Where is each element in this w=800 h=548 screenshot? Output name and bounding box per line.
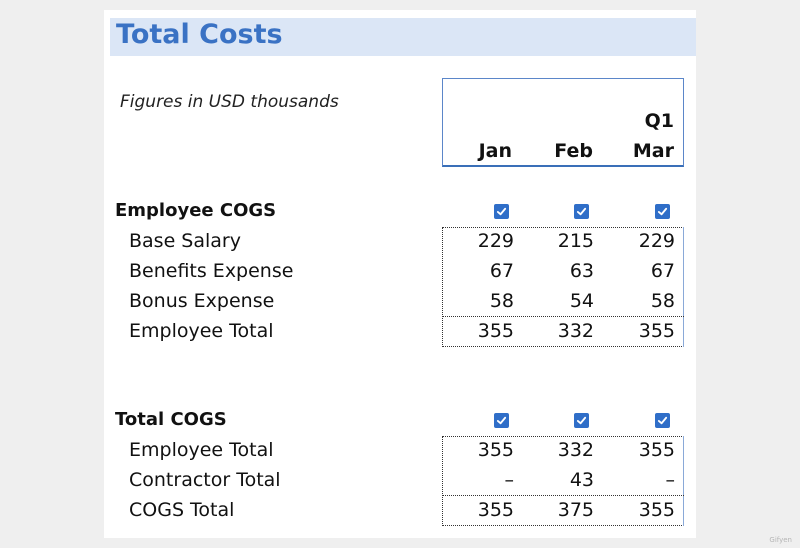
checkbox-employee-mar[interactable]	[655, 204, 670, 219]
cell-benefits-jan[interactable]: 67	[489, 260, 514, 282]
title-band: Total Costs	[110, 18, 696, 56]
cogs-total-divider	[442, 495, 684, 496]
cell-contractor-mar[interactable]: –	[665, 469, 676, 491]
cell-employee-total-feb[interactable]: 332	[557, 320, 594, 342]
employee-total-divider	[442, 316, 684, 317]
cell-base-salary-mar[interactable]: 229	[638, 230, 675, 252]
quarter-header: Q1	[644, 110, 674, 132]
cell-tc-employee-feb[interactable]: 332	[557, 439, 594, 461]
row-label-bonus-expense: Bonus Expense	[129, 290, 275, 312]
cell-tc-employee-mar[interactable]: 355	[638, 439, 675, 461]
check-icon	[657, 207, 668, 216]
section-employee-cogs: Employee COGS	[115, 200, 277, 221]
month-header-feb: Feb	[554, 140, 593, 162]
check-icon	[576, 416, 587, 425]
cell-base-salary-jan[interactable]: 229	[477, 230, 514, 252]
cell-cogs-total-feb[interactable]: 375	[557, 499, 594, 521]
row-label-cogs-total: COGS Total	[129, 499, 235, 521]
cell-base-salary-feb[interactable]: 215	[557, 230, 594, 252]
spreadsheet-sheet: Total Costs Figures in USD thousands Q1 …	[104, 10, 696, 538]
page-title: Total Costs	[116, 19, 283, 50]
units-note: Figures in USD thousands	[120, 92, 339, 112]
row-label-employee-total: Employee Total	[129, 320, 274, 342]
cell-benefits-feb[interactable]: 63	[569, 260, 594, 282]
cell-tc-employee-jan[interactable]: 355	[477, 439, 514, 461]
check-icon	[496, 207, 507, 216]
checkbox-total-jan[interactable]	[494, 413, 509, 428]
period-header	[442, 78, 684, 167]
cell-bonus-jan[interactable]: 58	[489, 290, 514, 312]
cell-benefits-mar[interactable]: 67	[650, 260, 675, 282]
cell-bonus-mar[interactable]: 58	[650, 290, 675, 312]
checkbox-employee-feb[interactable]	[574, 204, 589, 219]
cell-cogs-total-jan[interactable]: 355	[477, 499, 514, 521]
month-header-mar: Mar	[632, 140, 674, 162]
check-icon	[657, 416, 668, 425]
employee-data-box	[442, 227, 684, 347]
row-label-benefits-expense: Benefits Expense	[129, 260, 294, 282]
checkbox-employee-jan[interactable]	[494, 204, 509, 219]
check-icon	[496, 416, 507, 425]
watermark: Gifyen	[769, 536, 792, 544]
cell-cogs-total-mar[interactable]: 355	[638, 499, 675, 521]
row-label-contractor-total: Contractor Total	[129, 469, 281, 491]
cell-contractor-jan[interactable]: –	[504, 469, 515, 491]
month-header-jan: Jan	[478, 140, 512, 162]
check-icon	[576, 207, 587, 216]
checkbox-total-mar[interactable]	[655, 413, 670, 428]
row-label-base-salary: Base Salary	[129, 230, 241, 252]
cell-bonus-feb[interactable]: 54	[569, 290, 594, 312]
cell-employee-total-jan[interactable]: 355	[477, 320, 514, 342]
row-label-employee-total-2: Employee Total	[129, 439, 274, 461]
checkbox-total-feb[interactable]	[574, 413, 589, 428]
cell-contractor-feb[interactable]: 43	[569, 469, 594, 491]
cell-employee-total-mar[interactable]: 355	[638, 320, 675, 342]
total-cogs-data-box	[442, 436, 684, 526]
section-total-cogs: Total COGS	[115, 409, 227, 430]
